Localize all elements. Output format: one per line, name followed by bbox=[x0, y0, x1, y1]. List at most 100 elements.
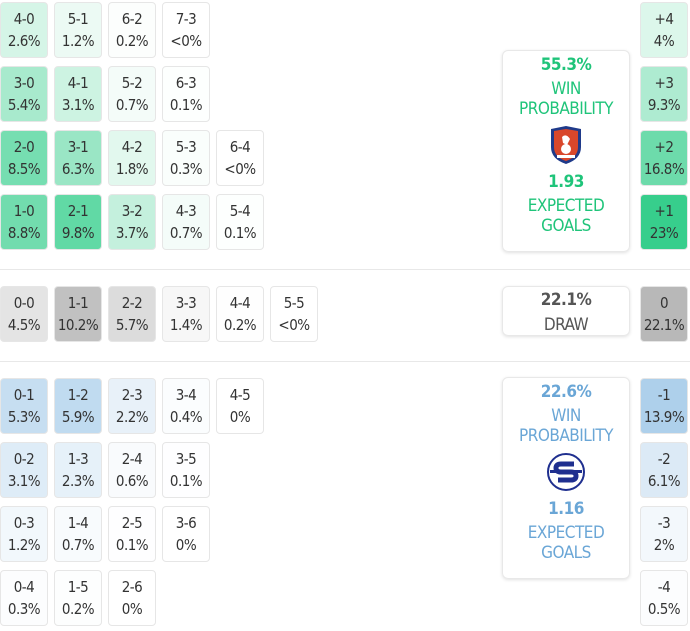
score-label: 3-1 bbox=[67, 138, 89, 156]
probability-value: 2.2% bbox=[115, 408, 149, 426]
divider bbox=[0, 269, 690, 270]
home-score-cell: 4-0 2.6% bbox=[0, 2, 48, 58]
probability-value: 6.1% bbox=[647, 472, 681, 490]
score-label: 3-2 bbox=[121, 202, 143, 220]
score-label: 2-1 bbox=[67, 202, 89, 220]
probability-value: 0% bbox=[121, 600, 143, 618]
score-label: 5-1 bbox=[67, 10, 89, 28]
probability-value: 16.8% bbox=[643, 160, 685, 178]
score-label: 3-4 bbox=[175, 386, 197, 404]
away-margin-cell: -2 6.1% bbox=[640, 442, 688, 498]
probability-value: 5.9% bbox=[61, 408, 95, 426]
score-label: +3 bbox=[654, 74, 674, 92]
home-score-cell: 6-4 <0% bbox=[216, 130, 264, 186]
score-label: 1-3 bbox=[67, 450, 89, 468]
score-label: 6-3 bbox=[175, 74, 197, 92]
score-label: 0-1 bbox=[13, 386, 35, 404]
probability-value: 1.8% bbox=[115, 160, 149, 178]
score-label: 5-4 bbox=[229, 202, 251, 220]
away-team-logo-icon bbox=[503, 452, 629, 497]
probability-value: 0.5% bbox=[647, 600, 681, 618]
score-label: 2-0 bbox=[13, 138, 35, 156]
home-score-cell: 3-0 5.4% bbox=[0, 66, 48, 122]
probability-value: 0.7% bbox=[61, 536, 95, 554]
away-score-cell: 3-6 0% bbox=[162, 506, 210, 562]
home-margin-cell: +3 9.3% bbox=[640, 66, 688, 122]
score-label: 5-2 bbox=[121, 74, 143, 92]
draw-score-cell: 1-1 10.2% bbox=[54, 286, 102, 342]
home-score-cell: 5-4 0.1% bbox=[216, 194, 264, 250]
draw-summary-card: 22.1% DRAW bbox=[502, 286, 630, 336]
score-label: +4 bbox=[654, 10, 674, 28]
home-margin-cell: +2 16.8% bbox=[640, 130, 688, 186]
score-label: 4-0 bbox=[13, 10, 35, 28]
score-label: 1-1 bbox=[67, 294, 89, 312]
score-label: 3-5 bbox=[175, 450, 197, 468]
away-xg-label: EXPECTED GOALS bbox=[527, 523, 605, 563]
probability-value: 0.2% bbox=[61, 600, 95, 618]
away-score-cell: 2-4 0.6% bbox=[108, 442, 156, 498]
score-label: 4-3 bbox=[175, 202, 197, 220]
home-score-cell: 6-3 0.1% bbox=[162, 66, 210, 122]
probability-value: 3.7% bbox=[115, 224, 149, 242]
score-label: 3-6 bbox=[175, 514, 197, 532]
score-label: 4-1 bbox=[67, 74, 89, 92]
away-xg: 1.16 bbox=[548, 499, 584, 519]
home-score-cell: 3-2 3.7% bbox=[108, 194, 156, 250]
score-label: 7-3 bbox=[175, 10, 197, 28]
probability-value: 0.6% bbox=[115, 472, 149, 490]
home-score-cell: 4-3 0.7% bbox=[162, 194, 210, 250]
probability-value: 1.2% bbox=[61, 32, 95, 50]
away-score-cell: 1-5 0.2% bbox=[54, 570, 102, 626]
probability-value: 2.3% bbox=[61, 472, 95, 490]
home-score-cell: 4-1 3.1% bbox=[54, 66, 102, 122]
score-label: 1-0 bbox=[13, 202, 35, 220]
score-label: 4-4 bbox=[229, 294, 251, 312]
probability-value: 2% bbox=[653, 536, 675, 554]
away-win-label: WIN PROBABILITY bbox=[518, 406, 614, 446]
home-margin-cell: +1 23% bbox=[640, 194, 688, 250]
score-label: 3-3 bbox=[175, 294, 197, 312]
divider bbox=[0, 361, 690, 362]
away-score-cell: 2-6 0% bbox=[108, 570, 156, 626]
score-label: 5-3 bbox=[175, 138, 197, 156]
draw-label: DRAW bbox=[543, 315, 589, 335]
score-label: 2-5 bbox=[121, 514, 143, 532]
probability-value: 5.4% bbox=[7, 96, 41, 114]
away-margin-cell: -4 0.5% bbox=[640, 570, 688, 626]
probability-value: 10.2% bbox=[57, 316, 99, 334]
probability-value: 13.9% bbox=[643, 408, 685, 426]
draw-score-cell: 0-0 4.5% bbox=[0, 286, 48, 342]
probability-value: 9.8% bbox=[61, 224, 95, 242]
probability-value: 0.1% bbox=[223, 224, 257, 242]
home-score-cell: 2-1 9.8% bbox=[54, 194, 102, 250]
score-label: 6-4 bbox=[229, 138, 251, 156]
probability-value: 4.5% bbox=[7, 316, 41, 334]
score-label: 2-4 bbox=[121, 450, 143, 468]
score-label: +2 bbox=[654, 138, 674, 156]
score-label: -4 bbox=[657, 578, 671, 596]
probability-value: 3.1% bbox=[61, 96, 95, 114]
probability-value: 8.5% bbox=[7, 160, 41, 178]
probability-value: 2.6% bbox=[7, 32, 41, 50]
score-label: 0-4 bbox=[13, 578, 35, 596]
probability-value: 23% bbox=[649, 224, 679, 242]
score-label: +1 bbox=[654, 202, 674, 220]
probability-value: 1.4% bbox=[169, 316, 203, 334]
score-label: -2 bbox=[657, 450, 671, 468]
probability-value: 0.2% bbox=[223, 316, 257, 334]
home-score-cell: 6-2 0.2% bbox=[108, 2, 156, 58]
away-score-cell: 2-3 2.2% bbox=[108, 378, 156, 434]
score-label: -3 bbox=[657, 514, 671, 532]
probability-value: 5.7% bbox=[115, 316, 149, 334]
away-score-cell: 3-4 0.4% bbox=[162, 378, 210, 434]
away-summary-card: 22.6% WIN PROBABILITY 1.16 EXPECTED GOAL… bbox=[502, 377, 630, 579]
score-label: 3-0 bbox=[13, 74, 35, 92]
score-label: 1-4 bbox=[67, 514, 89, 532]
probability-value: <0% bbox=[278, 316, 310, 334]
home-win-label: WIN PROBABILITY bbox=[518, 79, 614, 119]
probability-value: 0.2% bbox=[115, 32, 149, 50]
score-label: -1 bbox=[657, 386, 671, 404]
probability-value: 1.2% bbox=[7, 536, 41, 554]
away-win-pct: 22.6% bbox=[540, 382, 592, 402]
